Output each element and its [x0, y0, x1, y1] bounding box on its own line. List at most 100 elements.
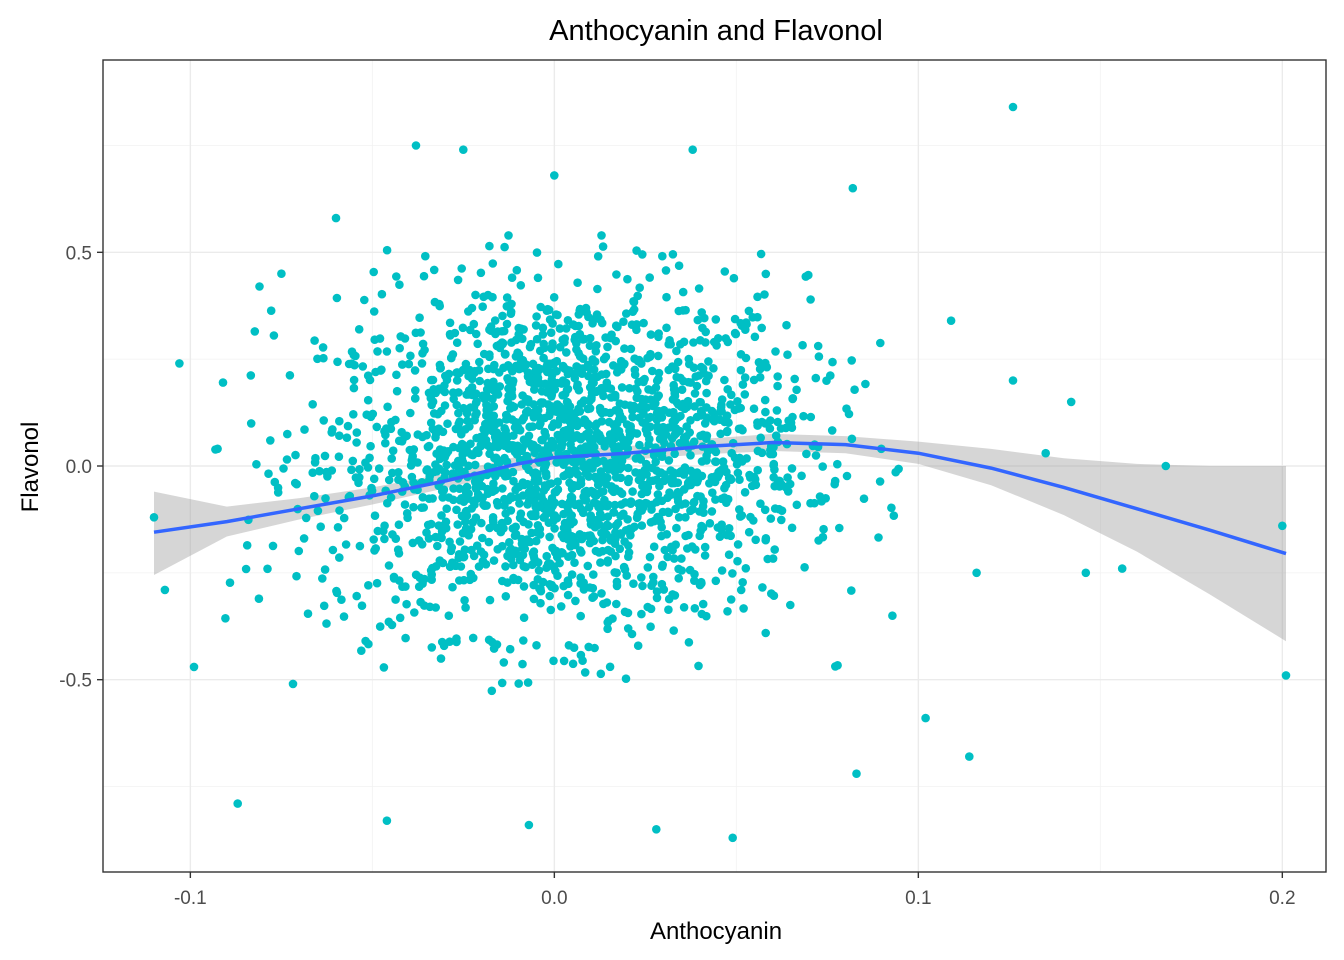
data-point — [658, 251, 667, 261]
data-point — [690, 389, 700, 398]
data-point — [603, 463, 612, 473]
data-point — [689, 498, 699, 508]
data-point — [749, 516, 758, 525]
data-point — [572, 481, 581, 491]
data-point — [1161, 461, 1171, 471]
data-point — [741, 564, 751, 573]
data-point — [534, 566, 544, 575]
data-point — [756, 433, 765, 443]
data-point — [738, 578, 747, 587]
data-point — [524, 820, 534, 830]
data-point — [557, 442, 566, 452]
data-point — [426, 519, 436, 529]
data-point — [722, 411, 732, 421]
data-point — [695, 507, 704, 516]
data-point — [575, 306, 584, 316]
data-point — [697, 609, 707, 619]
data-point — [751, 535, 760, 545]
data-point — [700, 542, 710, 552]
data-point — [334, 452, 344, 462]
data-point — [384, 617, 394, 627]
data-point — [464, 531, 474, 540]
data-point — [532, 334, 542, 344]
data-point — [689, 338, 698, 347]
data-point — [536, 598, 545, 608]
data-point — [364, 581, 373, 590]
data-point — [422, 528, 431, 537]
data-point — [589, 536, 599, 546]
data-point — [470, 415, 480, 425]
data-point — [513, 493, 523, 502]
data-point — [745, 470, 754, 480]
data-point — [242, 541, 252, 550]
data-point — [891, 467, 900, 477]
data-point — [664, 456, 674, 465]
data-point — [508, 467, 518, 477]
data-point — [670, 364, 680, 374]
data-point — [384, 561, 394, 570]
data-point — [702, 451, 711, 461]
data-point — [686, 451, 695, 460]
data-point — [411, 386, 420, 395]
data-point — [438, 558, 448, 568]
data-point — [386, 493, 396, 502]
data-point — [479, 292, 488, 302]
data-point — [419, 271, 429, 281]
data-point — [532, 641, 541, 650]
data-point — [673, 478, 683, 488]
data-point — [590, 357, 600, 367]
data-point — [728, 569, 737, 578]
data-point — [670, 449, 679, 459]
data-point — [707, 507, 717, 516]
data-point — [531, 366, 541, 375]
data-point — [603, 556, 613, 565]
data-point — [568, 497, 577, 507]
data-point — [492, 497, 502, 507]
data-point — [646, 330, 656, 339]
data-point — [946, 316, 956, 326]
data-point — [447, 353, 456, 363]
data-point — [792, 385, 801, 395]
data-point — [268, 541, 278, 551]
data-point — [483, 386, 492, 395]
data-point — [523, 678, 533, 687]
data-point — [720, 267, 730, 276]
data-point — [589, 570, 598, 579]
data-point — [723, 607, 732, 616]
data-point — [888, 611, 897, 620]
data-point — [722, 427, 732, 437]
data-point — [626, 499, 635, 509]
data-point — [524, 496, 534, 506]
data-point — [638, 481, 647, 491]
data-point — [730, 405, 740, 415]
data-point — [505, 538, 514, 547]
data-point — [512, 265, 522, 275]
data-point — [585, 341, 595, 351]
data-point — [319, 601, 329, 611]
data-point — [652, 587, 662, 596]
data-point — [637, 401, 647, 410]
data-point — [788, 394, 797, 404]
data-point — [572, 421, 582, 431]
data-point — [715, 532, 725, 541]
data-point — [717, 566, 727, 575]
data-point — [509, 402, 519, 412]
data-point — [453, 275, 463, 285]
data-point — [331, 213, 341, 223]
data-point — [422, 466, 431, 475]
data-point — [413, 430, 423, 439]
data-point — [292, 571, 301, 581]
data-point — [638, 250, 647, 259]
data-point — [499, 658, 509, 667]
data-point — [624, 477, 633, 487]
data-point — [479, 550, 489, 560]
data-point — [264, 469, 273, 479]
data-point — [785, 479, 795, 489]
data-point — [638, 581, 647, 591]
data-point — [544, 479, 554, 489]
data-point — [765, 424, 775, 433]
data-point — [771, 347, 780, 356]
data-point — [547, 380, 556, 389]
data-point — [332, 293, 342, 303]
